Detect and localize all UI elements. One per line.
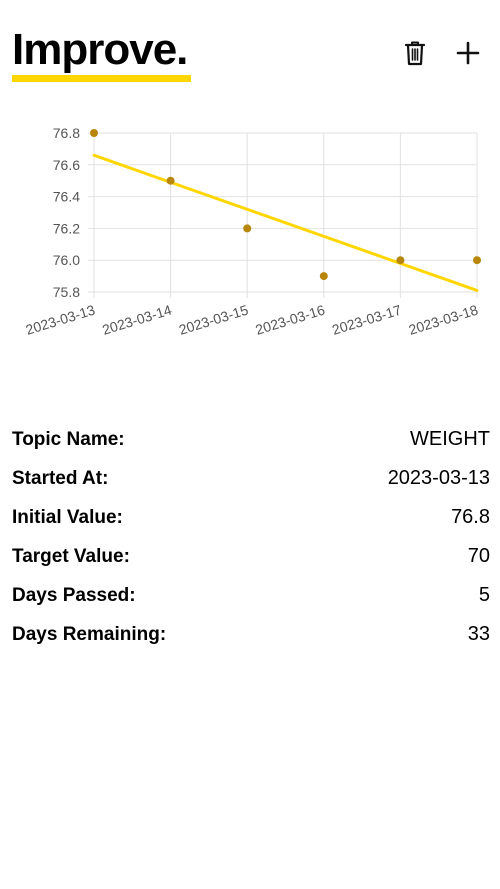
y-tick-label: 76.8 xyxy=(53,125,80,141)
progress-chart: 76.8 76.6 76.4 76.2 76.0 75.8 2023-03-13 2023-0… xyxy=(0,110,500,370)
y-tick-label: 75.8 xyxy=(53,284,80,300)
plus-icon xyxy=(456,41,480,65)
delete-button[interactable] xyxy=(398,36,432,70)
y-tick-label: 76.6 xyxy=(53,157,80,173)
data-point xyxy=(396,256,405,265)
detail-label: Started At: xyxy=(12,467,109,489)
data-point xyxy=(90,129,98,137)
detail-value: 70 xyxy=(467,545,490,567)
title-underline xyxy=(12,75,191,82)
x-tick-label: 2023-03-14 xyxy=(100,302,173,338)
detail-label: Days Passed: xyxy=(12,584,136,606)
data-point xyxy=(243,224,252,233)
detail-value: 5 xyxy=(478,584,490,606)
detail-value: 2023-03-13 xyxy=(387,467,490,489)
detail-value: WEIGHT xyxy=(410,428,490,450)
detail-row-started-at: Started At: 2023-03-13 xyxy=(12,459,490,498)
x-tick-label: 2023-03-15 xyxy=(177,302,250,338)
trash-icon xyxy=(404,41,426,66)
detail-row-days-passed: Days Passed: 5 xyxy=(12,576,490,615)
detail-value: 76.8 xyxy=(451,506,490,528)
app-title: Improve. xyxy=(12,25,188,74)
detail-label: Topic Name: xyxy=(12,428,125,450)
y-tick-label: 76.4 xyxy=(53,189,80,205)
trendline xyxy=(92,153,479,292)
detail-label: Initial Value: xyxy=(12,506,123,528)
x-tick-label: 2023-03-17 xyxy=(330,302,403,338)
x-tick-label: 2023-03-13 xyxy=(24,302,97,338)
detail-value: 33 xyxy=(467,623,490,645)
y-tick-label: 76.2 xyxy=(53,220,80,236)
x-tick-label: 2023-03-16 xyxy=(254,302,327,338)
detail-label: Days Remaining: xyxy=(12,623,167,645)
detail-row-initial-value: Initial Value: 76.8 xyxy=(12,498,490,537)
data-point xyxy=(319,272,328,281)
detail-label: Target Value: xyxy=(12,545,130,567)
detail-row-topic-name: Topic Name: WEIGHT xyxy=(12,420,490,459)
details-panel: Topic Name: WEIGHT Started At: 2023-03-1… xyxy=(12,420,490,654)
data-point xyxy=(473,256,481,265)
detail-row-days-remaining: Days Remaining: 33 xyxy=(12,615,490,654)
header: Improve. xyxy=(0,0,500,100)
add-button[interactable] xyxy=(451,36,485,70)
x-tick-label: 2023-03-18 xyxy=(407,302,480,338)
data-point xyxy=(166,176,175,185)
detail-row-target-value: Target Value: 70 xyxy=(12,537,490,576)
y-tick-label: 76.0 xyxy=(53,252,80,268)
